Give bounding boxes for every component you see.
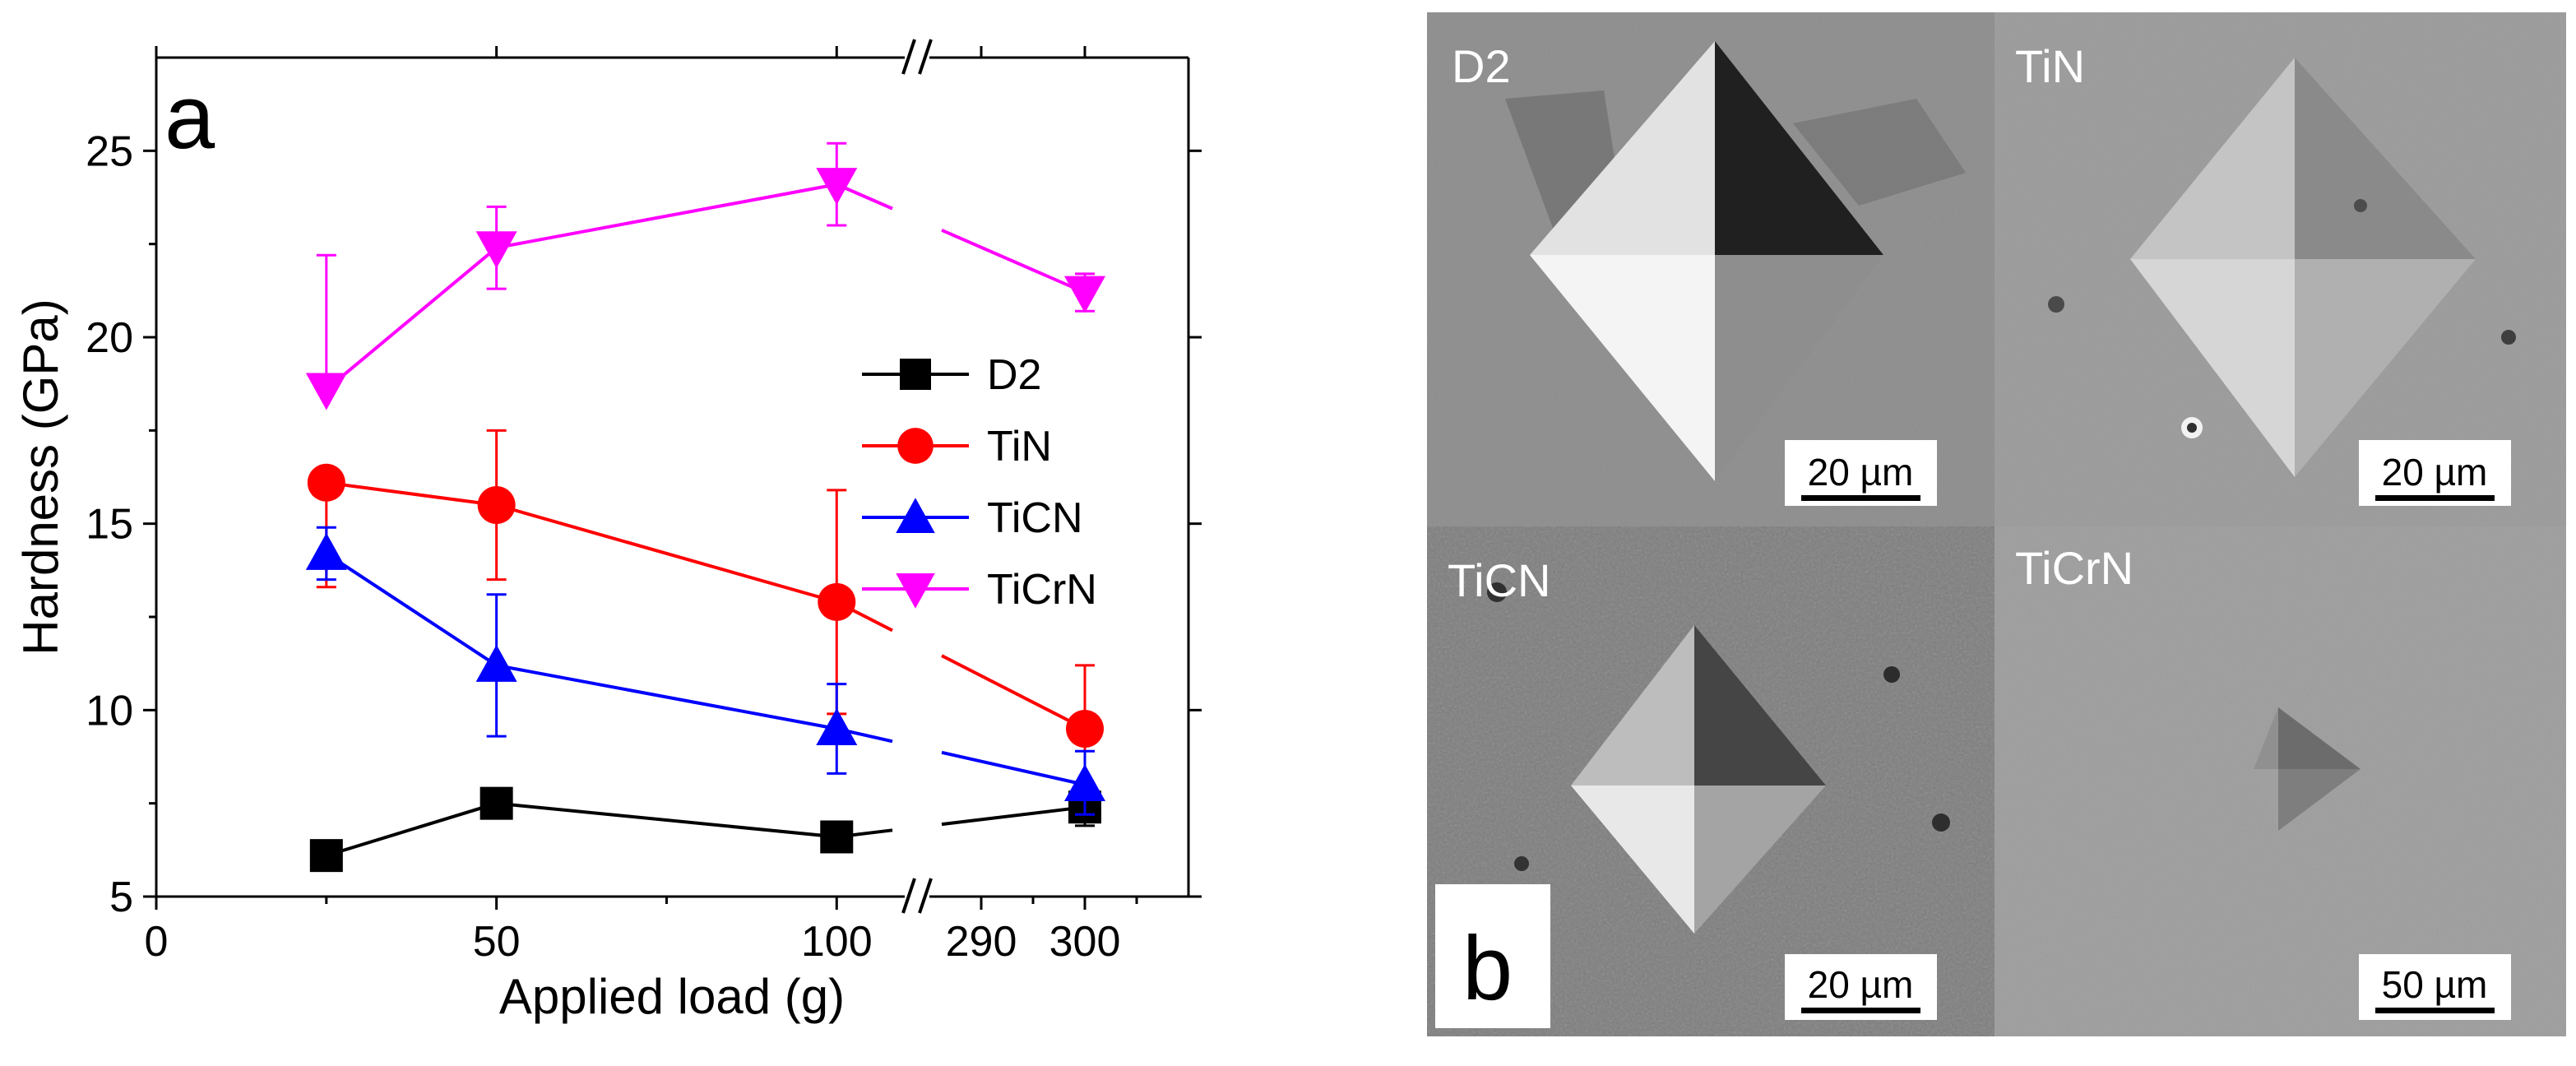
series-line-ticrn [941, 228, 1086, 294]
series-line-ticrn [325, 246, 498, 392]
y-tick-label: 15 [86, 501, 133, 549]
data-point-tin [307, 463, 345, 502]
series-line-ticrn [496, 183, 837, 250]
series-d2 [309, 786, 1101, 873]
legend-label-ticrn: TiCrN [987, 566, 1097, 614]
y-tick-label: 5 [109, 874, 133, 921]
y-tick-label: 25 [86, 127, 133, 175]
data-point-ticn [305, 532, 347, 570]
chart-series [305, 141, 1105, 873]
panel-label-a: a [164, 67, 215, 168]
scale-bar-tin [2375, 495, 2495, 501]
sem-label-ticn: TiCN [1448, 554, 1550, 606]
hardness-chart: 0 50 100 290 300 5 10 15 20 25 D2 TiN TiCN TiCrN a A… [13, 39, 1202, 1024]
scale-bar-ticrn [2375, 1008, 2495, 1013]
series-line-ticrn [836, 183, 893, 211]
data-point-ticn [1064, 764, 1105, 801]
legend-item-tin: TiN [862, 423, 1052, 470]
legend-label-ticn: TiCN [987, 494, 1083, 542]
chart-ticks [143, 46, 1202, 910]
scale-bar-box-tin [2359, 440, 2511, 506]
data-point-tin [818, 582, 856, 621]
data-point-d2 [480, 786, 513, 820]
x-tick-label: 300 [1049, 918, 1121, 966]
series-line-ticn [325, 552, 498, 667]
data-point-d2 [309, 839, 343, 873]
legend-label-d2: D2 [987, 351, 1041, 399]
scale-bar-d2 [1801, 495, 1920, 501]
panel-label-b: b [1462, 918, 1513, 1019]
series-line-tin [496, 503, 837, 604]
series-line-d2 [496, 801, 837, 839]
legend-label-tin: TiN [987, 423, 1052, 470]
chart-axes [155, 39, 1190, 914]
scale-bar-label-ticrn: 50 µm [2382, 963, 2488, 1006]
y-axis-title: Hardness (GPa) [13, 299, 68, 655]
x-tick-label: 100 [801, 918, 873, 966]
sem-label-ticrn: TiCrN [2015, 542, 2134, 594]
sem-image-d2: D2 20 µm [1427, 12, 1995, 526]
panel-label-b-box [1435, 884, 1550, 1028]
series-line-d2 [941, 805, 1086, 827]
legend-item-d2: D2 [862, 351, 1041, 399]
series-line-d2 [326, 801, 498, 858]
x-tick-label: 290 [946, 918, 1017, 966]
sem-label-tin: TiN [2015, 40, 2085, 92]
scale-bar-label-d2: 20 µm [1808, 451, 1914, 494]
sem-image-tin: TiN 20 µm [1995, 12, 2566, 526]
sem-image-ticrn: TiCrN 50 µm [1995, 526, 2566, 1036]
series-line-tin [326, 480, 497, 507]
data-point-ticrn [816, 168, 858, 206]
legend-item-ticn: TiCN [862, 494, 1083, 542]
data-point-ticn [475, 644, 517, 682]
series-ticn [305, 526, 1105, 816]
series-line-ticn [941, 750, 1086, 786]
data-point-tin [477, 486, 516, 524]
y-tick-label: 20 [86, 314, 133, 362]
sem-image-panel: D2 20 µm TiN 20 µm [1427, 12, 2566, 1036]
chart-legend: D2 TiN TiCN TiCrN [862, 351, 1097, 614]
x-tick-label: 50 [473, 918, 521, 966]
data-point-ticrn [1064, 276, 1105, 313]
axis-break-mark-bottom [901, 878, 933, 914]
legend-marker-d2 [900, 359, 931, 390]
series-line-tin [941, 654, 1086, 730]
scale-bar-ticn [1801, 1008, 1920, 1013]
scale-bar-box-d2 [1785, 440, 1937, 506]
x-tick-label: 0 [145, 918, 169, 966]
series-ticrn [305, 141, 1105, 410]
series-tin [307, 429, 1104, 794]
axis-break-mark-top [901, 39, 933, 75]
legend-marker-ticrn [896, 573, 935, 609]
data-point-tin [1066, 710, 1104, 748]
sem-label-d2: D2 [1452, 40, 1511, 92]
scale-bar-label-tin: 20 µm [2382, 451, 2488, 494]
data-point-ticn [816, 708, 858, 745]
y-tick-label: 10 [86, 687, 133, 735]
series-line-ticn [496, 663, 837, 730]
data-point-ticrn [305, 373, 347, 410]
data-point-d2 [820, 820, 854, 854]
sem-image-ticn: TiCN b 20 µm [1427, 526, 1995, 1036]
legend-marker-ticn [896, 498, 935, 533]
scale-bar-label-ticn: 20 µm [1808, 963, 1914, 1006]
legend-item-ticrn: TiCrN [862, 566, 1097, 614]
legend-marker-tin [897, 428, 934, 464]
data-point-ticrn [475, 231, 517, 269]
chart-tick-labels: 0 50 100 290 300 5 10 15 20 25 [86, 127, 1120, 966]
x-axis-title: Applied load (g) [499, 969, 845, 1024]
